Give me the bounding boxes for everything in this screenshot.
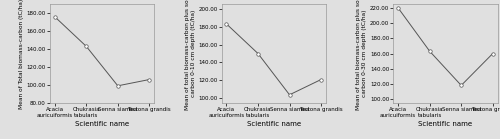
X-axis label: Scientific name: Scientific name bbox=[246, 121, 301, 127]
X-axis label: Scientific name: Scientific name bbox=[418, 121, 472, 127]
X-axis label: Scientific name: Scientific name bbox=[75, 121, 129, 127]
Y-axis label: Mean of total biomass-carbon plus soil
carbon 0-10 cm depth (tC/ha): Mean of total biomass-carbon plus soil c… bbox=[184, 0, 196, 111]
Y-axis label: Mean of Total biomass-carbon (tC/ha): Mean of Total biomass-carbon (tC/ha) bbox=[19, 0, 24, 109]
Y-axis label: Mean of total biomass-carbon plus soil
carbon 0-30 cm depth (tC/ha): Mean of total biomass-carbon plus soil c… bbox=[356, 0, 367, 111]
